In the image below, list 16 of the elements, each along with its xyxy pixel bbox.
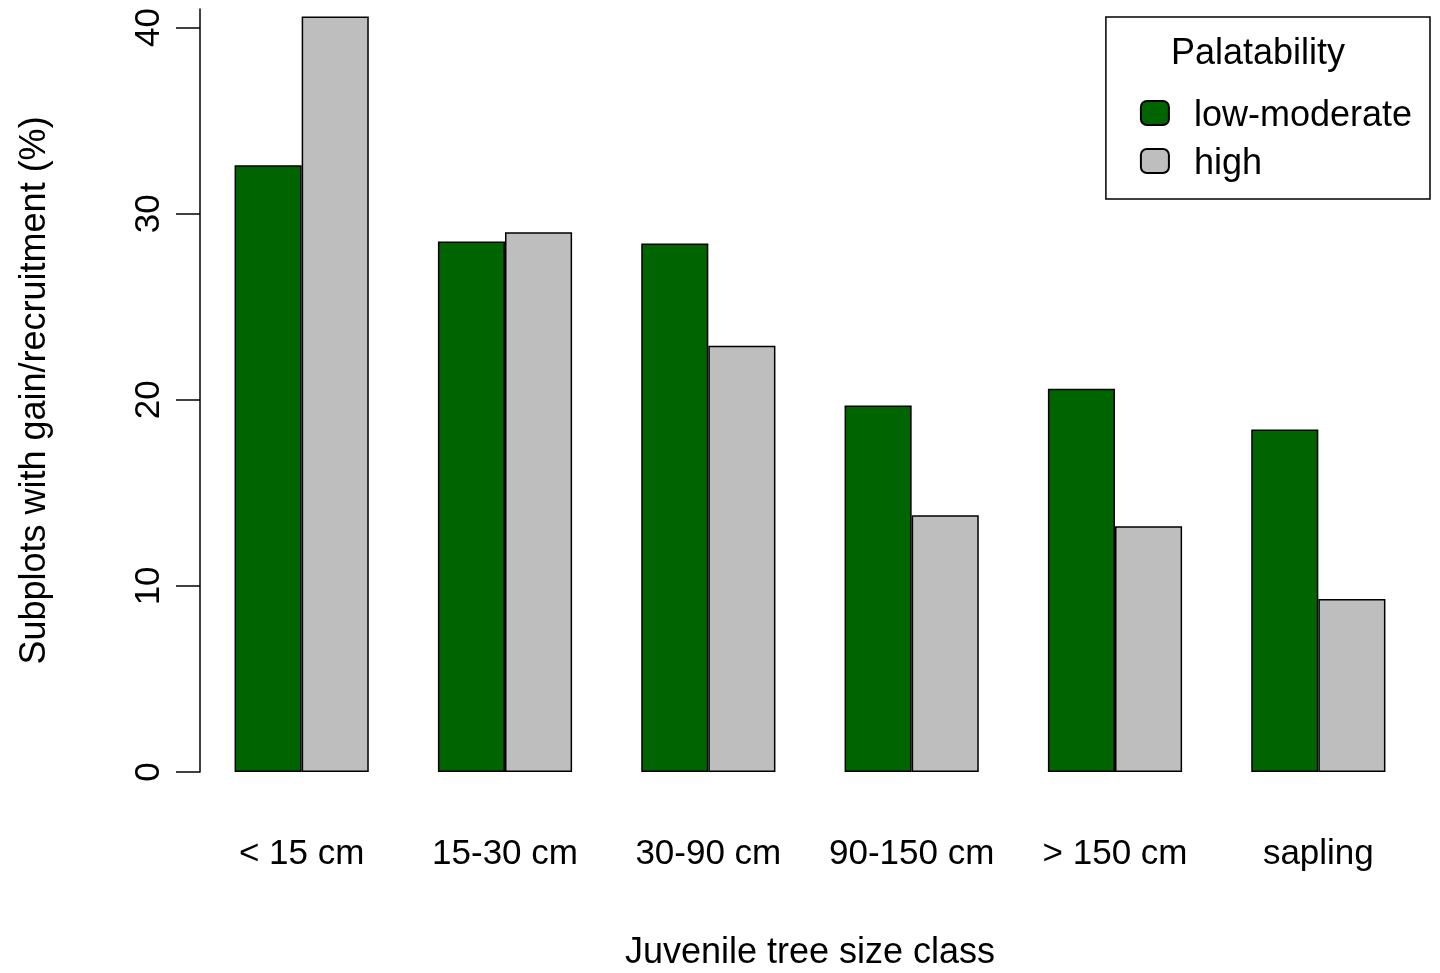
legend-label: high [1193,140,1262,182]
x-tick-label: 90-150 cm [828,832,995,871]
y-tick-label: 0 [127,762,166,782]
legend-label: low-moderate [1193,92,1412,134]
y-tick-label: 40 [127,8,166,48]
x-tick-label: > 150 cm [1042,832,1188,871]
x-tick-label: sapling [1262,832,1374,871]
y-tick-label: 10 [127,566,166,606]
legend-title: Palatability [1170,30,1345,72]
x-tick-label: 30-90 cm [635,832,782,871]
y-axis-title: Subplots with gain/recruitment (%) [11,116,53,665]
x-axis-title: Juvenile tree size class [624,929,996,971]
x-tick-label: 15-30 cm [432,832,578,871]
y-tick-label: 20 [127,380,166,420]
x-tick-label: < 15 cm [238,832,365,871]
y-tick-label: 30 [127,194,166,234]
